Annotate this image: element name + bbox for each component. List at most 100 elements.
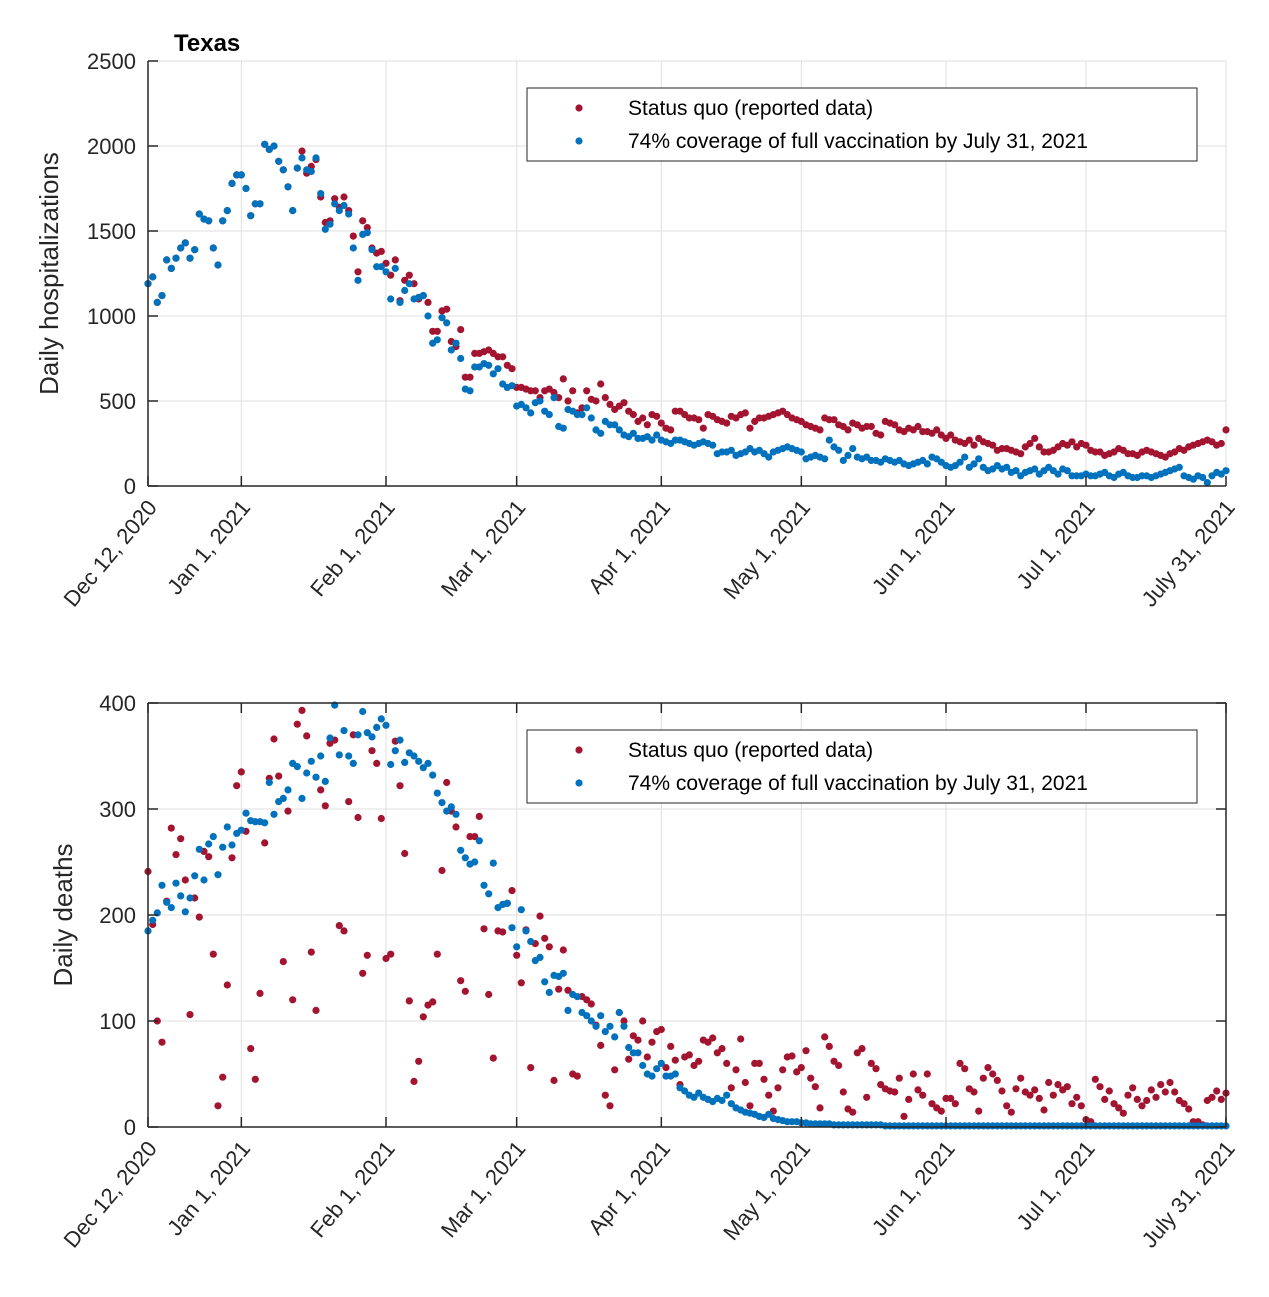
legend-box [526, 87, 1198, 162]
data-point [690, 1093, 698, 1101]
y-tick-label: 1000 [87, 304, 136, 329]
data-point [839, 1088, 847, 1096]
data-point [522, 404, 530, 412]
data-point [233, 782, 241, 790]
data-point [363, 729, 371, 737]
data-point [205, 217, 213, 225]
data-point [1166, 1078, 1174, 1087]
legend-entry: 74% coverage of full vaccination by July… [628, 130, 1088, 153]
data-point [205, 853, 213, 861]
data-point [429, 998, 437, 1006]
data-point [163, 256, 171, 264]
data-point [200, 876, 208, 884]
data-point [321, 777, 329, 786]
data-point [667, 426, 675, 434]
data-point [349, 244, 357, 252]
legend-marker-vaccination [575, 779, 583, 787]
data-point [667, 1042, 675, 1050]
data-point [765, 1091, 773, 1099]
data-point [1208, 1093, 1216, 1101]
data-point [653, 412, 661, 420]
data-point [228, 841, 236, 849]
data-point [177, 835, 185, 843]
data-point [401, 758, 409, 767]
y-tick-label: 500 [99, 389, 136, 414]
data-point [587, 1017, 595, 1025]
data-point [270, 735, 278, 743]
data-point [1035, 1094, 1043, 1102]
data-point [606, 400, 614, 408]
data-point [835, 446, 843, 454]
data-point [340, 927, 348, 935]
data-point [195, 913, 203, 921]
data-point [517, 906, 525, 914]
data-point [461, 854, 469, 862]
data-point [564, 1006, 572, 1015]
data-point [746, 424, 754, 432]
data-point [396, 298, 404, 306]
data-point [1152, 1093, 1160, 1101]
data-point [494, 365, 502, 373]
data-point [583, 387, 591, 395]
data-point [340, 193, 348, 201]
data-point [541, 934, 549, 942]
data-point [727, 1100, 735, 1108]
data-point [284, 786, 292, 794]
data-point [615, 426, 623, 434]
data-point [298, 154, 306, 162]
data-point [657, 419, 665, 427]
data-point [895, 1074, 903, 1082]
data-point [536, 912, 544, 920]
data-point [149, 916, 157, 924]
data-point [485, 890, 493, 898]
data-point [984, 1064, 992, 1072]
data-point [191, 872, 199, 880]
data-point [1171, 1088, 1179, 1096]
data-point [377, 814, 385, 823]
data-point [1110, 1100, 1118, 1108]
data-point [760, 1075, 768, 1083]
data-point [872, 1065, 880, 1073]
data-point [1091, 1075, 1099, 1083]
data-point [793, 1068, 801, 1076]
data-point [900, 1112, 908, 1120]
data-point [536, 953, 544, 962]
data-point [989, 1070, 997, 1078]
data-point [363, 951, 371, 959]
data-point [475, 812, 483, 821]
data-point [457, 977, 465, 985]
data-point [433, 336, 441, 344]
data-point [877, 1081, 885, 1089]
data-point [746, 1102, 754, 1110]
data-point [956, 1059, 964, 1067]
data-point [681, 1087, 689, 1095]
x-tick-label: Mar 1, 2021 [436, 1136, 531, 1242]
data-point [387, 760, 395, 769]
data-point [415, 757, 423, 765]
y-tick-label: 400 [99, 691, 136, 716]
data-point [307, 167, 315, 176]
y-tick-label: 2500 [87, 49, 136, 74]
data-point [639, 414, 647, 422]
data-point [359, 707, 367, 716]
data-point [177, 244, 185, 252]
data-point [331, 200, 339, 208]
data-point [965, 436, 973, 444]
data-point [186, 894, 194, 902]
data-point [597, 1012, 605, 1020]
data-point [1026, 1091, 1034, 1099]
data-point [261, 140, 269, 148]
data-point [947, 431, 955, 439]
data-point [405, 280, 413, 288]
data-point [443, 319, 451, 327]
data-point [1185, 1105, 1193, 1113]
data-point [718, 1096, 726, 1105]
data-point [1199, 473, 1207, 482]
data-point [391, 256, 399, 264]
data-point [443, 305, 451, 313]
data-point [377, 715, 385, 723]
data-point [424, 312, 432, 320]
data-point [345, 752, 353, 760]
data-point [732, 1066, 740, 1074]
data-point [993, 1076, 1001, 1084]
